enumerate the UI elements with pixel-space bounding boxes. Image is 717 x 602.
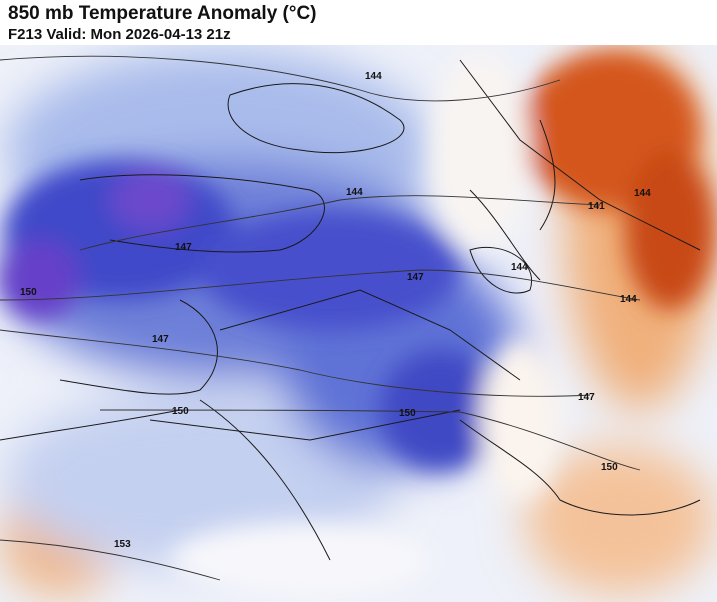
contour-label: 147 <box>175 242 192 253</box>
contour-label: 144 <box>346 187 363 198</box>
height-contours <box>0 55 641 581</box>
coastlines <box>0 59 701 561</box>
contour-label: 147 <box>407 272 424 283</box>
map-title: 850 mb Temperature Anomaly (°C) <box>8 3 317 24</box>
contour-labels: 144 144 141 144 147 147 144 144 150 147 … <box>20 71 651 550</box>
map-header: 850 mb Temperature Anomaly (°C) F213 Val… <box>0 0 717 45</box>
contour-label: 144 <box>634 188 651 199</box>
contour-label: 147 <box>152 334 169 345</box>
temperature-anomaly-map: 144 144 141 144 147 147 144 144 150 147 … <box>0 45 717 602</box>
map-subtitle: F213 Valid: Mon 2026-04-13 21z <box>8 26 231 43</box>
contour-label: 147 <box>578 392 595 403</box>
contour-label: 144 <box>620 294 637 305</box>
contour-label: 150 <box>601 462 618 473</box>
contour-label: 150 <box>172 406 189 417</box>
contour-label: 153 <box>114 539 131 550</box>
contour-label: 150 <box>399 408 416 419</box>
contour-label: 144 <box>511 262 528 273</box>
contour-label: 150 <box>20 287 37 298</box>
contour-label: 141 <box>588 201 605 212</box>
contour-label: 144 <box>365 71 382 82</box>
